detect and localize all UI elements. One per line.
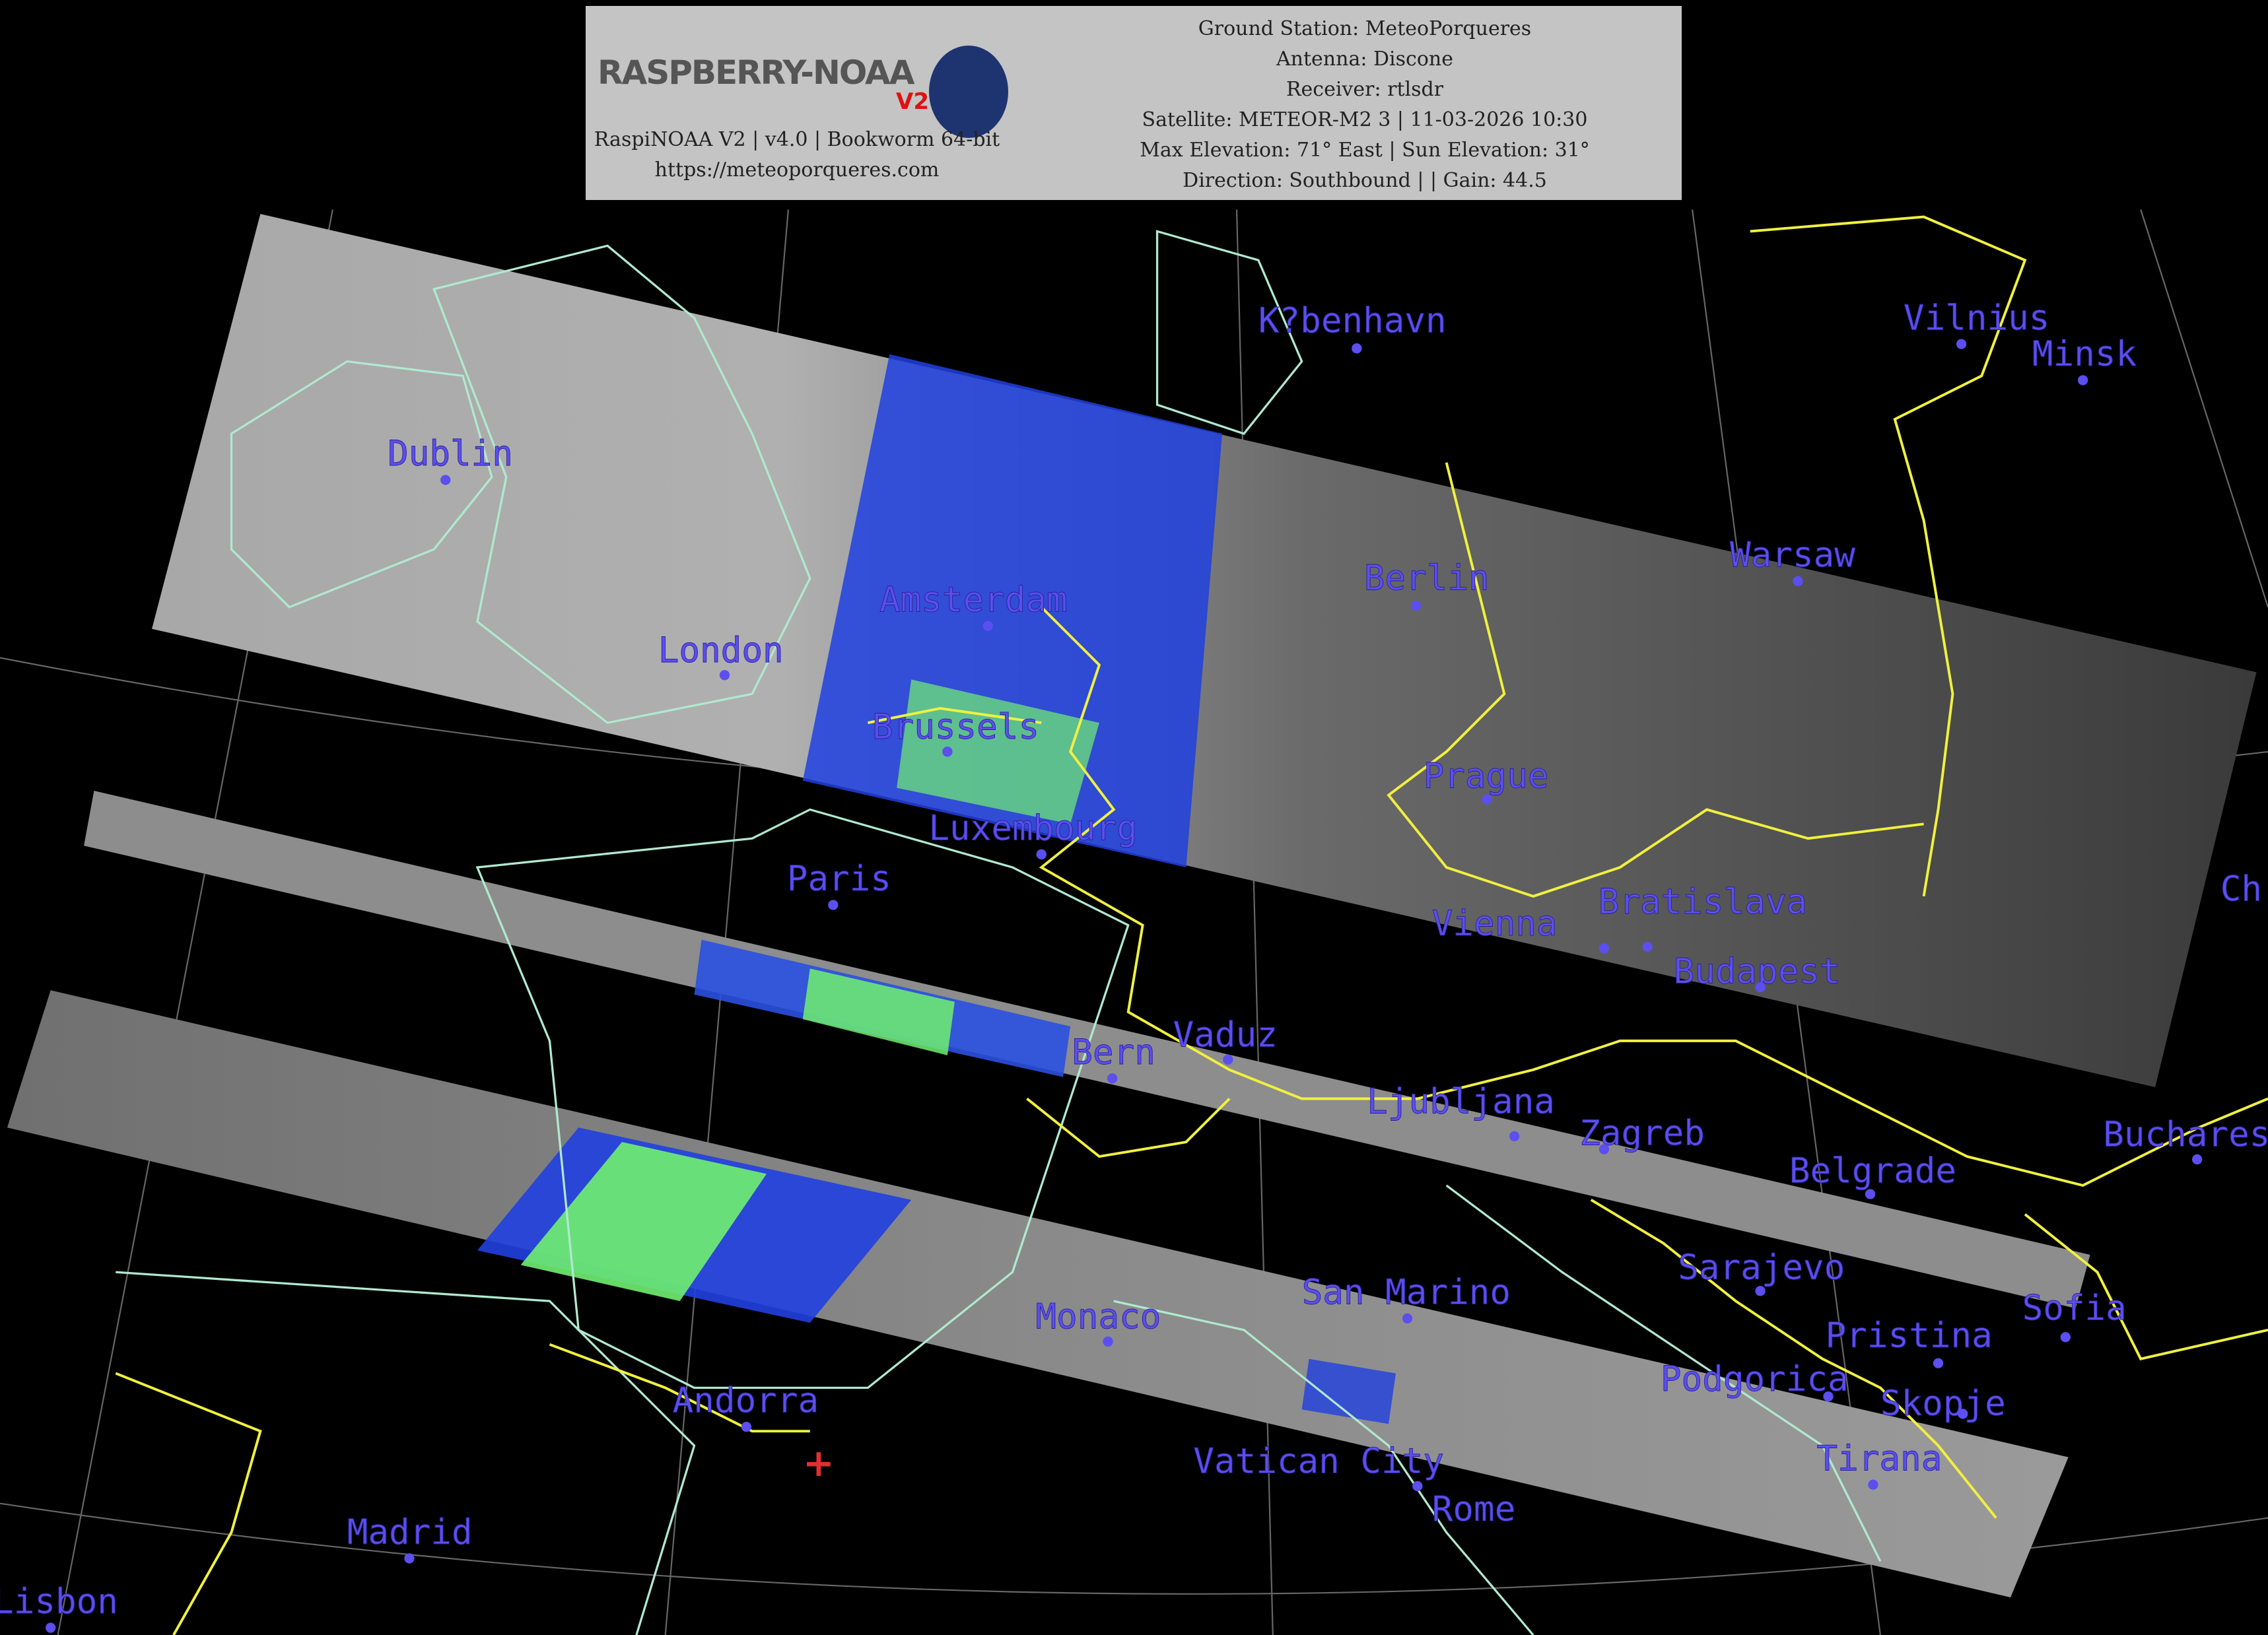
precip-middle-green xyxy=(802,968,955,1055)
ground-station: Ground Station: MeteoPorqueres xyxy=(1198,17,1532,40)
city-dot-madrid xyxy=(404,1553,415,1564)
city-label-dublin: Dublin xyxy=(388,434,513,474)
city-label-k-benhavn: K?benhavn xyxy=(1258,301,1447,341)
city-dot-dublin xyxy=(440,475,451,485)
city-dot-prague xyxy=(1482,794,1492,805)
city-dot-belgrade xyxy=(1865,1189,1876,1199)
city-dot-vaduz xyxy=(1223,1054,1233,1065)
city-label-amsterdam: Amsterdam xyxy=(879,580,1068,620)
city-dot-sofia xyxy=(2060,1332,2071,1343)
city-dot-paris xyxy=(828,900,839,910)
city-label-vienna: Vienna xyxy=(1432,904,1558,944)
city-label-paris: Paris xyxy=(787,859,891,899)
website-url: https://meteoporqueres.com xyxy=(654,158,940,182)
city-dot-lisbon xyxy=(46,1622,56,1633)
city-dot-podgorica xyxy=(1823,1391,1834,1402)
city-label-podgorica: Podgorica xyxy=(1661,1359,1849,1399)
city-dot-amsterdam xyxy=(982,620,993,631)
city-label-bratislava: Bratislava xyxy=(1598,882,1807,922)
country-borders xyxy=(115,215,2268,1635)
city-dot-zagreb xyxy=(1598,1144,1610,1154)
city-dot-andorra xyxy=(741,1421,752,1432)
city-label-bern: Bern xyxy=(1072,1032,1155,1073)
city-dot-budapest xyxy=(1755,982,1766,993)
pass-info-header: RASPBERRY-NOAA V2 RaspiNOAA V2 | v4.0 | … xyxy=(586,6,1682,200)
city-label-skopje: Skopje xyxy=(1880,1384,2006,1424)
software-version: RaspiNOAA V2 | v4.0 | Bookworm 64-bit xyxy=(594,128,1000,151)
city-dot-brussels xyxy=(942,747,953,757)
city-label-warsaw: Warsaw xyxy=(1730,535,1855,576)
satellite-logo-icon xyxy=(929,46,1008,138)
antenna: Antenna: Discone xyxy=(1276,48,1453,71)
city-label-berlin: Berlin xyxy=(1364,558,1490,599)
city-label-minsk: Minsk xyxy=(2032,334,2137,374)
city-dot-bern xyxy=(1107,1073,1118,1084)
city-label-andorra: Andorra xyxy=(673,1381,819,1421)
imagery-swaths xyxy=(7,214,2257,1598)
city-label-rome: Rome xyxy=(1432,1489,1516,1529)
city-label-zagreb: Zagreb xyxy=(1579,1114,1705,1154)
city-label-vatican-city: Vatican City xyxy=(1193,1442,1444,1482)
city-dot-san-marino xyxy=(1402,1313,1413,1324)
city-label-ljubljana: Ljubljana xyxy=(1367,1081,1555,1121)
city-label-ch: Ch xyxy=(2220,869,2262,909)
city-dot-vatican-city xyxy=(1412,1481,1423,1492)
city-dot-vienna xyxy=(1598,943,1610,954)
city-dot-vilnius xyxy=(1956,339,1967,349)
receiver: Receiver: rtlsdr xyxy=(1286,78,1444,101)
city-label-vaduz: Vaduz xyxy=(1173,1015,1278,1055)
city-label-madrid: Madrid xyxy=(347,1512,473,1552)
city-label-bucharest: Bucharest xyxy=(2103,1115,2268,1155)
swath-south xyxy=(7,990,2069,1598)
city-dot-monaco xyxy=(1103,1336,1113,1347)
city-dot-luxembourg xyxy=(1036,849,1047,860)
satellite-pass: Satellite: METEOR-M2 3 | 11-03-2026 10:3… xyxy=(1142,108,1588,131)
logo-badge: V2 xyxy=(896,88,929,115)
city-dot-bratislava xyxy=(1642,941,1653,952)
city-label-vilnius: Vilnius xyxy=(1904,298,2049,338)
city-label-tirana: Tirana xyxy=(1817,1438,1942,1479)
city-dot-ljubljana xyxy=(1509,1131,1520,1142)
city-label-luxembourg: Luxembourg xyxy=(928,808,1137,848)
city-label-brussels: Brussels xyxy=(872,707,1039,747)
elevation-info: Max Elevation: 71° East | Sun Elevation:… xyxy=(1140,139,1590,162)
city-dot-skopje xyxy=(1958,1409,1968,1419)
city-label-london: London xyxy=(658,630,784,671)
city-label-sarajevo: Sarajevo xyxy=(1678,1248,1845,1288)
city-dot-minsk xyxy=(2077,375,2088,385)
city-dot-k-benhavn xyxy=(1352,343,1362,354)
swath-north xyxy=(152,214,2257,1087)
logo-text: RASPBERRY-NOAA xyxy=(598,53,914,92)
precip-italy xyxy=(1301,1358,1396,1424)
city-label-sofia: Sofia xyxy=(2022,1288,2127,1329)
city-label-pristina: Pristina xyxy=(1826,1316,1993,1356)
precip-north-green xyxy=(897,679,1099,824)
city-dot-warsaw xyxy=(1793,576,1803,587)
city-label-san-marino: San Marino xyxy=(1302,1272,1511,1312)
raspberry-noaa-logo: RASPBERRY-NOAA V2 xyxy=(592,26,1008,138)
direction-gain: Direction: Southbound | | Gain: 44.5 xyxy=(1183,169,1547,192)
city-dot-pristina xyxy=(1933,1358,1944,1368)
coastlines xyxy=(116,230,1882,1635)
precip-south-green xyxy=(520,1142,767,1302)
city-label-lisbon: Lisbon xyxy=(0,1582,118,1622)
city-dot-sarajevo xyxy=(1755,1286,1766,1296)
ground-station-marker: + xyxy=(803,1442,835,1485)
city-dot-london xyxy=(719,670,730,681)
city-label-belgrade: Belgrade xyxy=(1789,1151,1956,1191)
city-dot-tirana xyxy=(1868,1479,1878,1490)
city-dot-bucharest xyxy=(2191,1154,2203,1165)
city-label-prague: Prague xyxy=(1424,756,1549,797)
city-dot-berlin xyxy=(1411,600,1422,611)
city-label-monaco: Monaco xyxy=(1036,1297,1161,1337)
